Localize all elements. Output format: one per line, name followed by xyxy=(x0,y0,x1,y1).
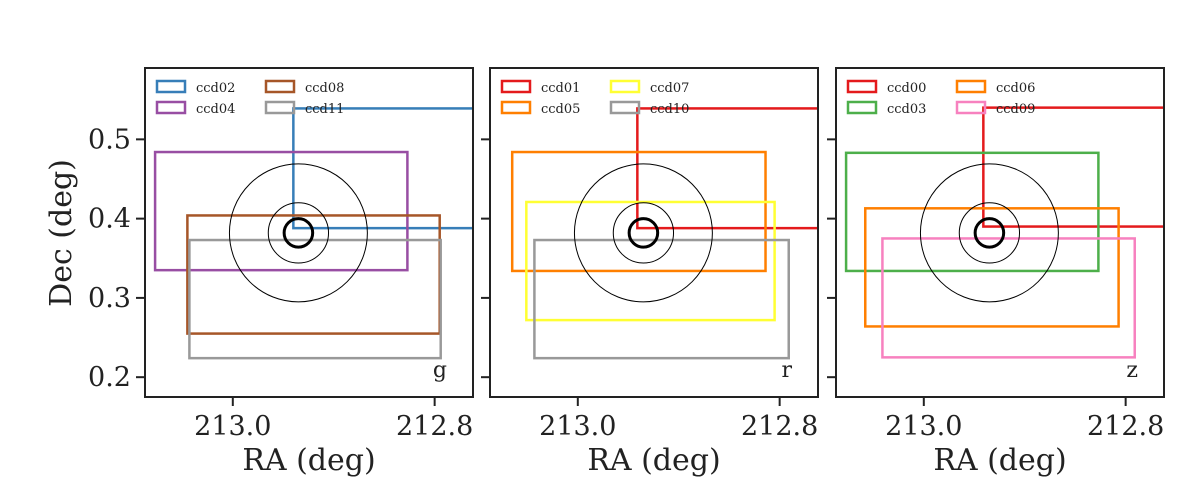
aperture-circle-1 xyxy=(627,217,660,249)
legend-label-ccd09: ccd09 xyxy=(996,102,1035,117)
legend-label-ccd04: ccd04 xyxy=(196,102,235,117)
x-axis-label: RA (deg) xyxy=(242,443,375,478)
x-tick-label: 213.0 xyxy=(885,411,962,442)
y-tick-label: 0.5 xyxy=(88,124,131,155)
aperture-circle-2 xyxy=(612,202,675,264)
panel-frame xyxy=(835,67,1165,398)
aperture-circle-3 xyxy=(228,163,368,303)
aperture-circle-2 xyxy=(958,202,1021,264)
panel-frame xyxy=(144,67,474,398)
legend-label-ccd10: ccd10 xyxy=(650,102,689,117)
legend: ccd01 ccd05 ccd07 ccd10 xyxy=(500,79,689,117)
footprint-ccd05 xyxy=(510,150,767,273)
x-tick-label: 213.0 xyxy=(539,411,616,442)
panel-z: 213.0 212.8 RA (deg) z ccd00 ccd03 ccd06 ccd09 xyxy=(827,67,1165,478)
footprint-ccd09 xyxy=(881,237,1136,359)
band-label: g xyxy=(433,358,447,383)
x-tick-label: 213.0 xyxy=(194,411,271,442)
footprint-ccd02 xyxy=(292,107,473,230)
aperture-circle-2 xyxy=(267,202,330,264)
y-tick-label: 0.4 xyxy=(88,204,131,235)
legend-swatch-ccd04 xyxy=(155,100,187,115)
panel-g: 213.0 212.80.50.40.30.2RA (deg)gccd02ccd0… xyxy=(88,67,474,478)
legend-label-ccd00: ccd00 xyxy=(887,81,926,96)
aperture-circle-1 xyxy=(973,217,1006,249)
legend-swatch-ccd00 xyxy=(846,79,878,94)
aperture-circle-3 xyxy=(919,163,1059,303)
x-axis-label: RA (deg) xyxy=(933,443,1066,478)
band-label: r xyxy=(781,358,792,383)
legend-swatch-ccd05 xyxy=(500,100,532,115)
panel-frame xyxy=(489,67,819,398)
legend-swatch-ccd02 xyxy=(155,79,187,94)
panel-plot-area xyxy=(153,107,473,360)
footprint-ccd10 xyxy=(533,238,790,360)
legend-label-ccd07: ccd07 xyxy=(650,81,689,96)
legend: ccd00 ccd03 ccd06 ccd09 xyxy=(846,79,1035,117)
x-tick-label: 212.8 xyxy=(1087,411,1164,442)
footprint-ccd06 xyxy=(864,207,1120,328)
aperture-circle-1 xyxy=(282,217,315,249)
legend-swatch-ccd01 xyxy=(500,79,532,94)
legend-swatch-ccd11 xyxy=(264,100,296,115)
footprint-ccd01 xyxy=(636,107,818,230)
panel-plot-area xyxy=(510,107,818,360)
legend: ccd02 ccd04 ccd08 ccd11 xyxy=(155,79,344,117)
legend-label-ccd05: ccd05 xyxy=(541,102,580,117)
legend-label-ccd08: ccd08 xyxy=(305,81,344,96)
y-tick-label: 0.2 xyxy=(88,362,131,393)
x-axis-label: RA (deg) xyxy=(587,443,720,478)
legend-swatch-ccd09 xyxy=(955,100,987,115)
legend-label-ccd11: ccd11 xyxy=(305,102,344,117)
legend-label-ccd03: ccd03 xyxy=(887,102,926,117)
x-tick-label: 212.8 xyxy=(741,411,818,442)
panel-r: 213.0 212.8 RA (deg) r ccd01 ccd05 ccd07 ccd10 xyxy=(481,67,819,478)
legend-swatch-ccd08 xyxy=(264,79,296,94)
footprint-ccd03 xyxy=(844,151,1100,273)
band-label: z xyxy=(1126,358,1138,383)
y-axis-label: Dec (deg) xyxy=(44,159,79,307)
legend-label-ccd06: ccd06 xyxy=(996,81,1035,96)
footprint-ccd11 xyxy=(188,238,442,360)
legend-label-ccd01: ccd01 xyxy=(541,81,580,96)
legend-swatch-ccd07 xyxy=(609,79,641,94)
panel-plot-area xyxy=(844,106,1164,359)
footprint-ccd07 xyxy=(525,200,776,322)
footprint-ccd04 xyxy=(153,150,409,272)
legend-label-ccd02: ccd02 xyxy=(196,81,235,96)
y-tick-label: 0.3 xyxy=(88,283,131,314)
legend-swatch-ccd10 xyxy=(609,100,641,115)
aperture-circle-3 xyxy=(573,163,713,303)
x-tick-label: 212.8 xyxy=(396,411,473,442)
legend-swatch-ccd06 xyxy=(955,79,987,94)
footprint-ccd00 xyxy=(982,106,1164,228)
legend-swatch-ccd03 xyxy=(846,100,878,115)
